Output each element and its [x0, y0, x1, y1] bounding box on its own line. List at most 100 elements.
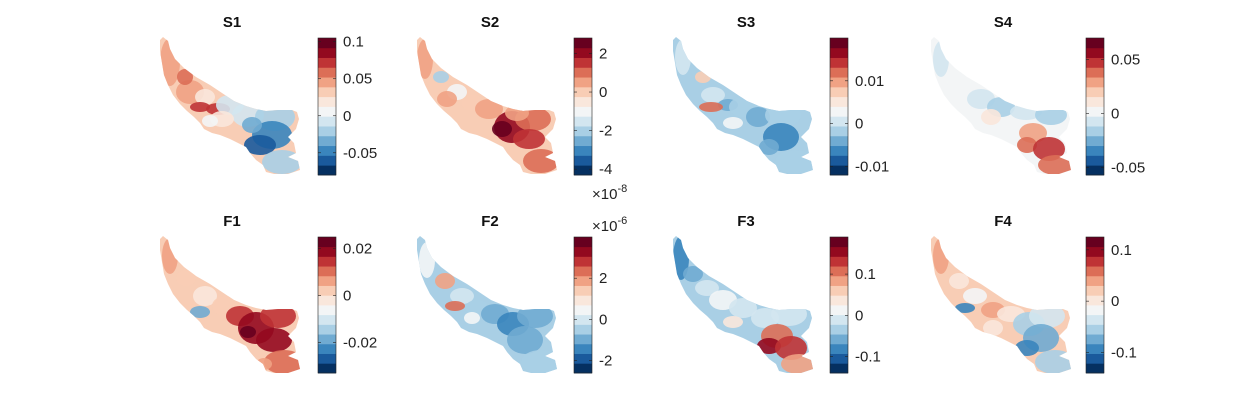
- colorbar-segment: [574, 256, 592, 267]
- heatmap-cell: [746, 107, 770, 127]
- colorbar-segment: [1086, 86, 1104, 98]
- colorbar-segment: [1086, 67, 1104, 78]
- heatmap-cell: [492, 121, 512, 137]
- colorbar-segment: [574, 145, 592, 156]
- heatmap-cell: [947, 72, 971, 92]
- panel-s3: S3 -0.01 0 0.01: [673, 14, 889, 175]
- colorbar-segment: [574, 343, 592, 354]
- heatmap-cell: [417, 39, 433, 79]
- colorbar-segment: [574, 126, 592, 137]
- colorbar-tick-label: -4: [599, 161, 612, 178]
- heatmap-cell: [256, 358, 272, 370]
- heatmap-cell: [260, 304, 296, 328]
- colorbar-segment: [318, 67, 336, 78]
- colorbar-segment: [1086, 305, 1104, 316]
- colorbar-tick-label: -0.05: [1111, 159, 1145, 176]
- colorbar-segment: [830, 275, 848, 286]
- colorbar-frame: [1085, 37, 1105, 176]
- colorbar-segment: [318, 126, 336, 137]
- colorbar-segment: [574, 285, 592, 296]
- heatmap-cell: [955, 303, 975, 313]
- colorbar-segment: [574, 305, 592, 316]
- heatmap-map: [673, 236, 813, 373]
- colorbar-tick-label: 0.1: [343, 34, 364, 51]
- heatmap-cell: [190, 306, 210, 318]
- heatmap-cell: [464, 312, 480, 324]
- colorbar-tick-label: 0: [855, 307, 863, 324]
- colorbar-segment: [1086, 126, 1104, 137]
- heatmap-cell: [176, 270, 196, 286]
- colorbar-segment: [1086, 285, 1104, 296]
- panel-f4: F4 -0.1 0 0.1: [931, 213, 1137, 374]
- colorbar: -0.05 0 0.05 0.1: [317, 34, 377, 176]
- colorbar-segment: [830, 334, 848, 345]
- colorbar-tick-label: 0.05: [1111, 52, 1140, 69]
- heatmap-map: [673, 37, 813, 174]
- colorbar-segment: [318, 324, 336, 335]
- colorbar-segment: [574, 237, 592, 248]
- colorbar-segment: [830, 343, 848, 354]
- colorbar-segment: [574, 86, 592, 98]
- colorbar-segment: [318, 256, 336, 267]
- heatmap-cell: [1029, 304, 1065, 328]
- colorbar-tick-label: 0.05: [343, 71, 372, 88]
- heatmap-cell: [695, 280, 719, 296]
- colorbar-exponent: ×10-8: [592, 183, 627, 203]
- panel-f2: F2 -2 0 2 ×10-6: [417, 213, 627, 374]
- colorbar-tick-label: 0: [599, 84, 607, 101]
- colorbar-segment: [318, 246, 336, 257]
- panel-title: F3: [737, 213, 755, 230]
- colorbar-segment: [574, 38, 592, 49]
- colorbar-tick-label: 0.01: [855, 73, 884, 90]
- panel-title: S3: [737, 14, 755, 31]
- colorbar-segment: [1086, 47, 1104, 58]
- heatmap-cell: [723, 316, 743, 328]
- heatmap-cell: [437, 91, 457, 107]
- panel-f3: F3 -0.1 0 0.1: [673, 213, 881, 374]
- colorbar-tick-label: -2: [599, 353, 612, 370]
- heatmap-cell: [775, 150, 813, 174]
- colorbar-tick-label: 0: [599, 311, 607, 328]
- heatmap-cell: [507, 326, 543, 354]
- colorbar-segment: [318, 47, 336, 58]
- colorbar-segment: [830, 314, 848, 325]
- colorbar-segment: [1086, 314, 1104, 325]
- colorbar: -0.01 0 0.01: [829, 37, 889, 175]
- colorbar: -0.02 0 0.02: [317, 236, 377, 374]
- colorbar-segment: [830, 237, 848, 248]
- colorbar-segment: [1086, 135, 1104, 147]
- heatmap-cell: [435, 273, 455, 289]
- heatmap-cell: [1035, 350, 1071, 373]
- colorbar-segment: [318, 353, 336, 364]
- colorbar-segment: [1086, 155, 1104, 166]
- colorbar-tick-label: 0: [855, 116, 863, 133]
- heatmap-cell: [505, 105, 529, 121]
- panel-title: S1: [223, 14, 241, 31]
- heatmap-map: [931, 236, 1071, 373]
- colorbar-segment: [830, 86, 848, 98]
- colorbar-segment: [318, 96, 336, 107]
- colorbar-segment: [574, 47, 592, 58]
- heatmap-cell: [933, 238, 949, 274]
- colorbar-segment: [574, 77, 592, 88]
- colorbar-segment: [1086, 363, 1104, 374]
- heatmap-map: [160, 37, 300, 174]
- heatmap-cell: [240, 326, 256, 338]
- heatmap-cell: [1035, 105, 1067, 125]
- colorbar-segment: [830, 116, 848, 127]
- colorbar-segment: [318, 165, 336, 176]
- colorbar-segment: [1086, 266, 1104, 277]
- colorbar-frame: [829, 236, 849, 374]
- colorbar-segment: [574, 266, 592, 277]
- colorbar-segment: [1086, 256, 1104, 267]
- colorbar-segment: [830, 126, 848, 137]
- colorbar-segment: [318, 266, 336, 277]
- colorbar-segment: [830, 246, 848, 257]
- colorbar-segment: [574, 324, 592, 335]
- colorbar-segment: [830, 155, 848, 166]
- panel-title: F1: [223, 213, 241, 230]
- colorbar-segment: [830, 77, 848, 88]
- colorbar-tick-label: -0.05: [343, 145, 377, 162]
- colorbar-segment: [1086, 295, 1104, 306]
- colorbar-tick-label: 0.1: [855, 266, 876, 283]
